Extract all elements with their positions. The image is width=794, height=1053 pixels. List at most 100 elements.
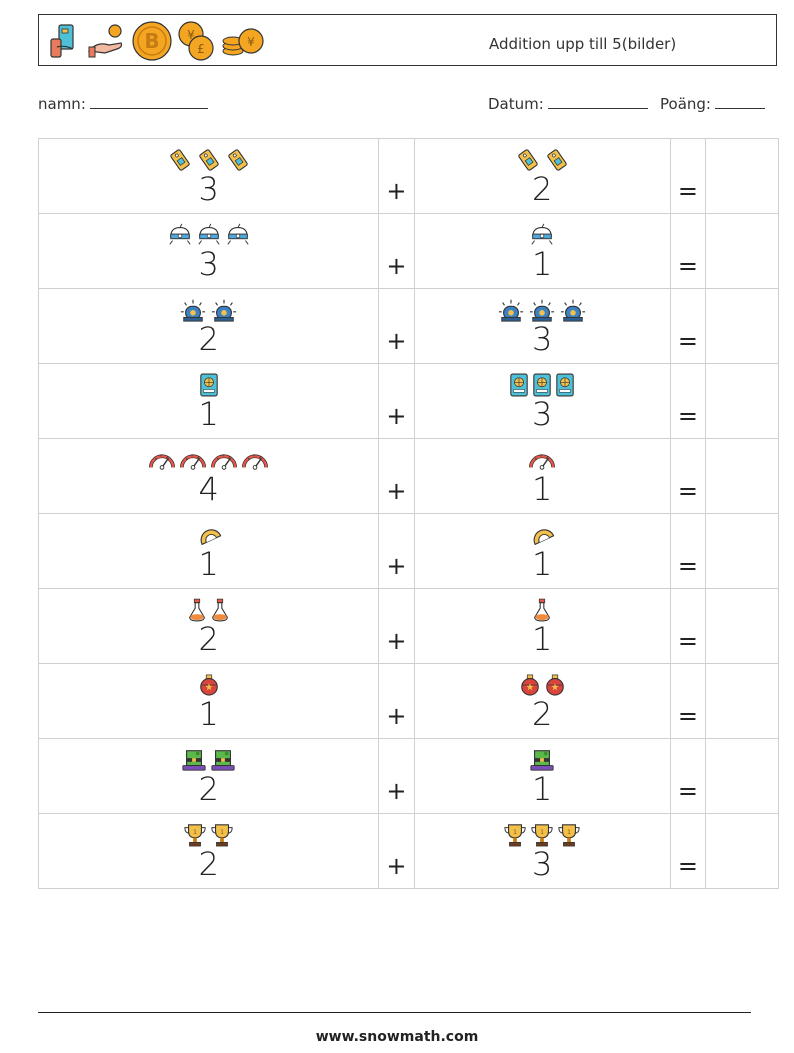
score-field: Poäng: [660, 94, 765, 113]
plus-cell: + [378, 288, 415, 364]
equals-cell: = [669, 738, 706, 814]
right-operand-cell: 2 [413, 663, 671, 739]
right-icon-group: 1 1 1 [415, 822, 670, 848]
equals-cell: = [669, 288, 706, 364]
right-icon-group [415, 522, 670, 548]
answer-cell[interactable] [704, 213, 780, 289]
left-operand-number: 1 [198, 395, 219, 433]
problem-grid: 3 +2 = 3 +1 = 2 +3 = 1 +3 = 4 +1 = 1 +1 = 2 +1 = 1 +2 = 2 +1 = 1 1 2 +… [37, 138, 780, 889]
robot-vacuum-icon [225, 222, 251, 248]
name-field: namn: [38, 94, 208, 113]
passport-icon [509, 372, 529, 398]
answer-cell[interactable] [704, 438, 780, 514]
left-operand-cell: 1 [37, 513, 380, 589]
problem-row: 1 +2 = [37, 663, 780, 739]
date-blank[interactable] [547, 94, 648, 109]
svg-text:1: 1 [513, 828, 517, 836]
bitcoin-icon: B [132, 21, 172, 61]
equals-cell: = [669, 438, 706, 514]
left-operand-cell: 2 [37, 738, 380, 814]
trophy-icon: 1 [183, 822, 207, 848]
alarm-siren-icon [210, 297, 238, 323]
answer-cell[interactable] [704, 288, 780, 364]
problem-row: 1 +3 = [37, 363, 780, 439]
price-tag-icon [515, 147, 541, 173]
left-operand-cell: 4 [37, 438, 380, 514]
footer-divider [38, 1012, 751, 1013]
ornament-icon [519, 672, 541, 698]
answer-cell[interactable] [704, 813, 780, 889]
plus-sign: + [386, 552, 407, 580]
yen-pound-coins-icon: ¥ £ [178, 21, 214, 61]
problem-row: 2 +3 = [37, 288, 780, 364]
left-icon-group [39, 372, 378, 398]
right-operand-number: 1 [531, 470, 553, 508]
speedometer-icon [148, 447, 176, 473]
answer-cell[interactable] [704, 738, 780, 814]
answer-cell[interactable] [704, 513, 780, 589]
protractor-icon [529, 522, 555, 548]
passport-icon [555, 372, 575, 398]
left-icon-group [39, 447, 378, 473]
left-operand-cell: 2 [37, 288, 380, 364]
robot-vacuum-icon [529, 222, 555, 248]
right-operand-number: 1 [531, 620, 553, 658]
date-label: Datum: [488, 95, 544, 113]
flask-icon [532, 597, 552, 623]
svg-text:1: 1 [193, 828, 197, 836]
left-operand-number: 2 [198, 845, 219, 883]
right-operand-number: 3 [531, 395, 553, 433]
equals-cell: = [669, 138, 706, 214]
right-operand-cell: 2 [413, 138, 671, 214]
plus-sign: + [386, 252, 407, 280]
plus-cell: + [378, 588, 415, 664]
price-tag-icon [196, 147, 222, 173]
answer-cell[interactable] [704, 663, 780, 739]
problem-row: 1 +1 = [37, 513, 780, 589]
price-tag-icon [225, 147, 251, 173]
plus-cell: + [378, 363, 415, 439]
plus-sign: + [386, 477, 407, 505]
plus-cell: + [378, 213, 415, 289]
left-icon-group [39, 522, 378, 548]
passport-icon [532, 372, 552, 398]
left-operand-cell: 2 [37, 588, 380, 664]
right-operand-number: 1 [531, 770, 553, 808]
equals-cell: = [669, 663, 706, 739]
plus-sign: + [386, 402, 407, 430]
right-icon-group [415, 747, 670, 773]
leprechaun-hat-icon [210, 747, 236, 773]
svg-text:1: 1 [540, 828, 544, 836]
alarm-siren-icon [559, 297, 587, 323]
svg-text:B: B [144, 29, 159, 53]
plus-cell: + [378, 738, 415, 814]
plus-cell: + [378, 813, 415, 889]
problem-row: 1 1 2 +1 1 1 3 = [37, 813, 780, 889]
ornament-icon [544, 672, 566, 698]
left-operand-number: 1 [198, 695, 219, 733]
score-blank[interactable] [714, 94, 765, 109]
right-operand-cell: 1 [413, 213, 671, 289]
name-label: namn: [38, 95, 86, 113]
answer-cell[interactable] [704, 363, 780, 439]
score-label: Poäng: [660, 95, 711, 113]
name-blank[interactable] [89, 94, 208, 109]
equals-sign: = [677, 402, 698, 430]
equals-cell: = [669, 363, 706, 439]
footer-url: www.snowmath.com [315, 1029, 479, 1045]
right-icon-group [415, 222, 670, 248]
equals-cell: = [669, 813, 706, 889]
left-operand-cell: 3 [37, 138, 380, 214]
plus-cell: + [378, 438, 415, 514]
answer-cell[interactable] [704, 588, 780, 664]
equals-sign: = [677, 702, 698, 730]
right-operand-cell: 1 [413, 513, 671, 589]
problem-row: 4 +1 = [37, 438, 780, 514]
answer-cell[interactable] [704, 138, 780, 214]
header-box: B ¥ £ ¥ Addition upp till 5(bilder) [38, 14, 777, 66]
plus-sign: + [386, 852, 407, 880]
left-icon-group [39, 747, 378, 773]
equals-sign: = [677, 627, 698, 655]
left-operand-number: 2 [198, 620, 219, 658]
